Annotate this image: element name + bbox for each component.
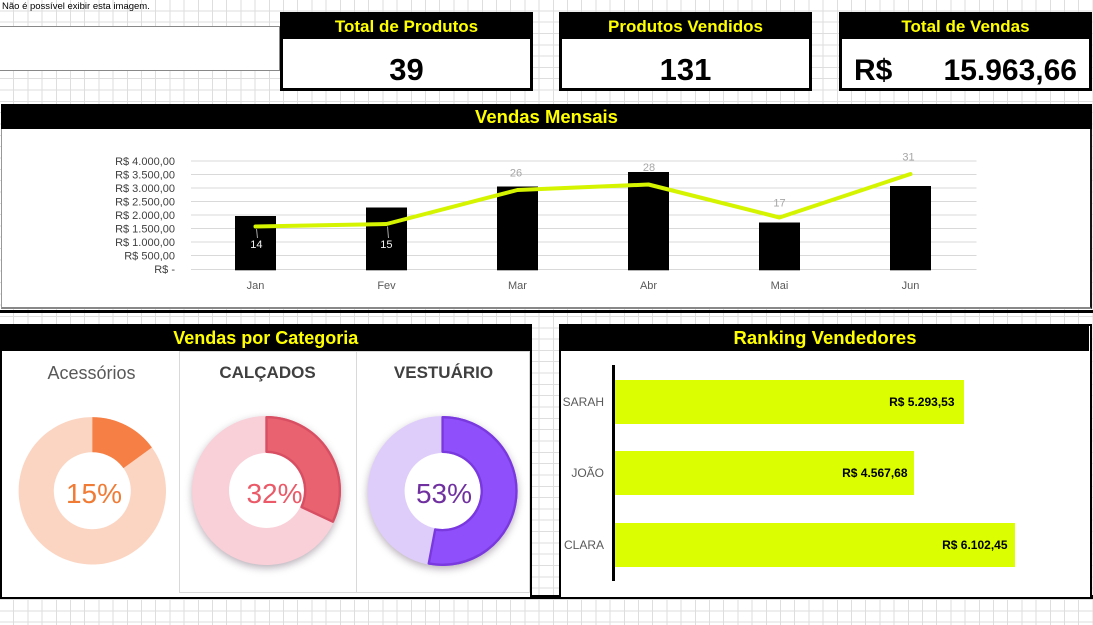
svg-text:31: 31	[902, 152, 914, 164]
svg-text:Jan: Jan	[247, 280, 265, 292]
svg-text:53%: 53%	[416, 478, 472, 509]
svg-text:R$ 1.500,00: R$ 1.500,00	[115, 224, 175, 236]
svg-text:Abr: Abr	[640, 280, 657, 292]
svg-text:Mar: Mar	[508, 280, 527, 292]
svg-text:Fev: Fev	[377, 280, 396, 292]
svg-text:Jun: Jun	[902, 280, 920, 292]
svg-text:15%: 15%	[66, 478, 122, 509]
svg-text:15: 15	[380, 239, 392, 251]
svg-text:R$ -: R$ -	[154, 264, 175, 276]
svg-text:26: 26	[510, 168, 522, 180]
svg-text:R$ 3.000,00: R$ 3.000,00	[115, 183, 175, 195]
svg-text:17: 17	[773, 198, 785, 210]
svg-text:R$ 1.000,00: R$ 1.000,00	[115, 237, 175, 249]
svg-text:R$ 2.000,00: R$ 2.000,00	[115, 210, 175, 222]
svg-text:R$ 4.000,00: R$ 4.000,00	[115, 156, 175, 168]
svg-text:R$ 3.500,00: R$ 3.500,00	[115, 170, 175, 182]
svg-text:14: 14	[250, 239, 262, 251]
svg-text:R$ 500,00: R$ 500,00	[124, 251, 175, 263]
svg-text:28: 28	[643, 162, 655, 174]
svg-text:32%: 32%	[246, 478, 302, 509]
svg-text:R$ 2.500,00: R$ 2.500,00	[115, 197, 175, 209]
svg-text:Mai: Mai	[771, 280, 789, 292]
